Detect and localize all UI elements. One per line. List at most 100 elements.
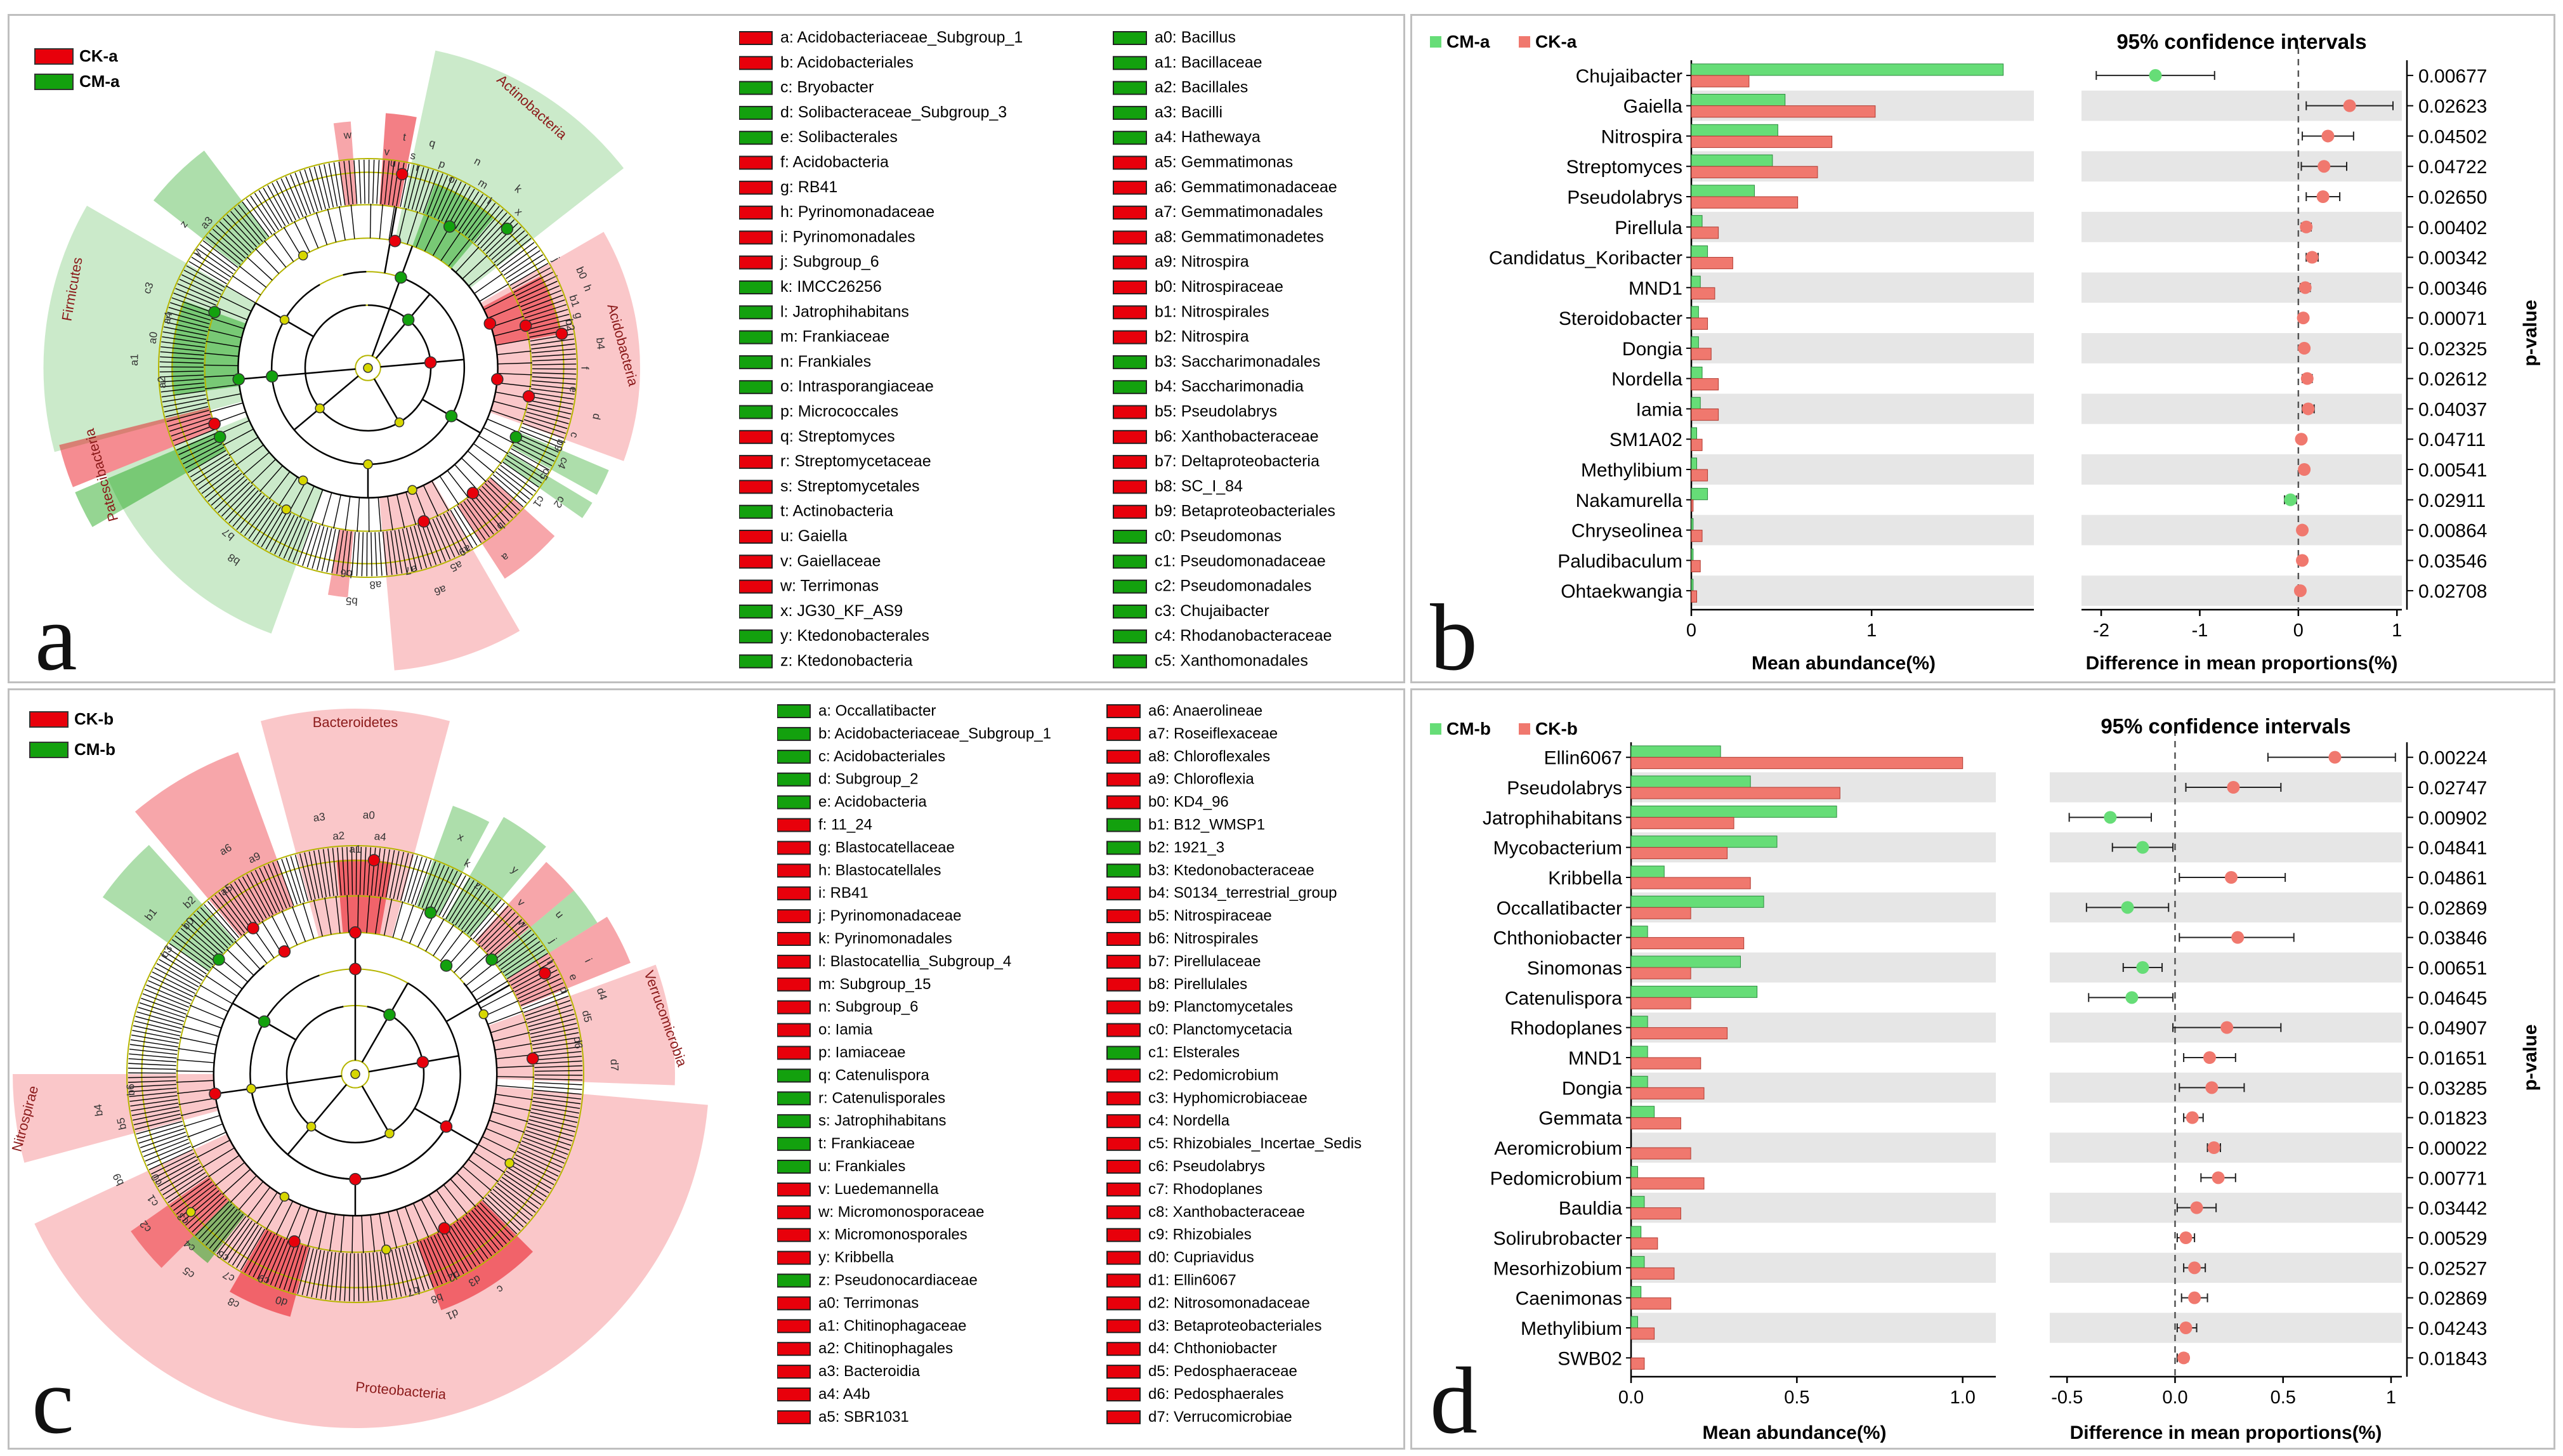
tree-branch [176,432,218,451]
tree-branch [428,867,450,911]
tree-branch [288,1245,303,1292]
taxon-label: o: Iamia [818,1021,873,1039]
bar-ck [1630,757,1963,770]
tree-branch [297,1247,310,1294]
tree-branch [292,521,310,563]
taxon-label: b7: Deltaproteobacteria [1155,452,1320,470]
clade-letter: b6 [124,1084,137,1096]
diff-point [2225,871,2238,884]
tree-branch [423,171,439,214]
tree-node [298,475,308,485]
tree-branch [159,374,204,377]
tree-branch [277,860,294,906]
row-band [1691,393,2034,424]
diff-point [2104,811,2117,824]
tree-branch [494,929,532,961]
taxon-label: c9: Rhizobiales [1148,1226,1252,1243]
taxon-label: x: Micromonosporales [818,1226,967,1243]
legend-ck-label: CK-b [74,709,114,728]
tree-branch [256,506,281,545]
tree-branch [533,1093,582,1100]
clade-letter: r [415,161,421,174]
taxon-swatch [1106,932,1141,946]
taxon-swatch [777,1182,811,1197]
taxon-swatch [777,1410,811,1424]
tree-branch [417,913,435,948]
bar-ck [1691,317,1708,330]
bar-cm [1691,245,1708,258]
diff-point [2149,69,2162,82]
tree-branch [240,497,268,534]
tree-branch [291,906,306,942]
row-band [1691,515,2034,546]
tree-branch [239,368,356,381]
tree-branch [302,902,315,939]
tree-branch [136,1120,183,1135]
tree-branch [531,1108,579,1118]
tree-branch [473,1151,506,1174]
tree-branch [146,984,191,1004]
taxon-label: r: Streptomycetaceae [780,452,931,470]
tree-branch [196,1139,230,1158]
tree-branch [487,418,520,433]
tree-branch [436,1233,460,1276]
p-value: 0.00022 [2418,1138,2487,1159]
diff-point [2220,1021,2234,1034]
diff-point [2343,99,2356,112]
bar-cm [1630,775,1751,788]
diff-point [2297,312,2310,325]
taxon-swatch [777,1091,811,1106]
tree-branch [520,1144,565,1164]
tree-branch [226,948,254,976]
tree-branch [228,490,259,524]
tree-branch [136,1011,183,1026]
row-band [2081,575,2402,606]
diff-point [2328,751,2342,764]
taxon-label: a: Occallatibacter [818,702,936,719]
tree-branch [292,1246,307,1293]
tree-branch [294,855,309,902]
tree-branch [204,904,237,941]
tree-branch [468,1158,499,1183]
legend-cm-label: CM-a [79,72,120,91]
tree-branch [365,1253,369,1301]
tree-branch [492,1188,530,1221]
tree-branch [382,531,388,576]
tree-branch [259,867,280,912]
taxon-swatch [1113,405,1147,419]
tree-branch [527,1122,574,1137]
tree-branch [527,313,570,326]
p-value: 0.02527 [2418,1258,2487,1279]
tree-branch [160,351,204,356]
cladogram-a: ActinobacteriaAcidobacteriaFirmicutesPat… [43,50,641,671]
tree-branch [150,976,194,997]
taxon-swatch [739,654,773,669]
tree-branch [483,915,519,950]
taxon-label: j: Subgroup_6 [780,253,879,271]
diff-point [2293,584,2307,598]
diff-point [2207,1141,2220,1154]
tree-branch [230,1175,257,1203]
taxon-label: d0: Cupriavidus [1148,1249,1254,1266]
tree-branch [205,974,238,997]
row-band [1631,1193,1996,1223]
clade-letter: a0 [362,809,375,822]
tree-branch [186,265,225,288]
tree-branch [195,1201,230,1236]
tree-branch [424,521,442,563]
tree-branch [166,410,209,423]
tree-branch [361,1215,364,1254]
tree-branch [513,1157,556,1181]
tree-branch [251,459,277,484]
tree-node [383,1008,396,1021]
taxon-label: e: Solibacterales [780,128,898,146]
tree-branch [455,191,480,230]
tree-branch [370,1214,376,1253]
clade-letter: a2 [155,376,168,389]
legend-ck-label: CK-b [1535,719,1578,738]
p-value: 0.00071 [2418,308,2487,329]
taxon-swatch [739,280,773,294]
diff-point [2190,1201,2203,1214]
tree-branch [369,1252,374,1301]
taxon-label: a4: Hathewaya [1155,128,1261,146]
